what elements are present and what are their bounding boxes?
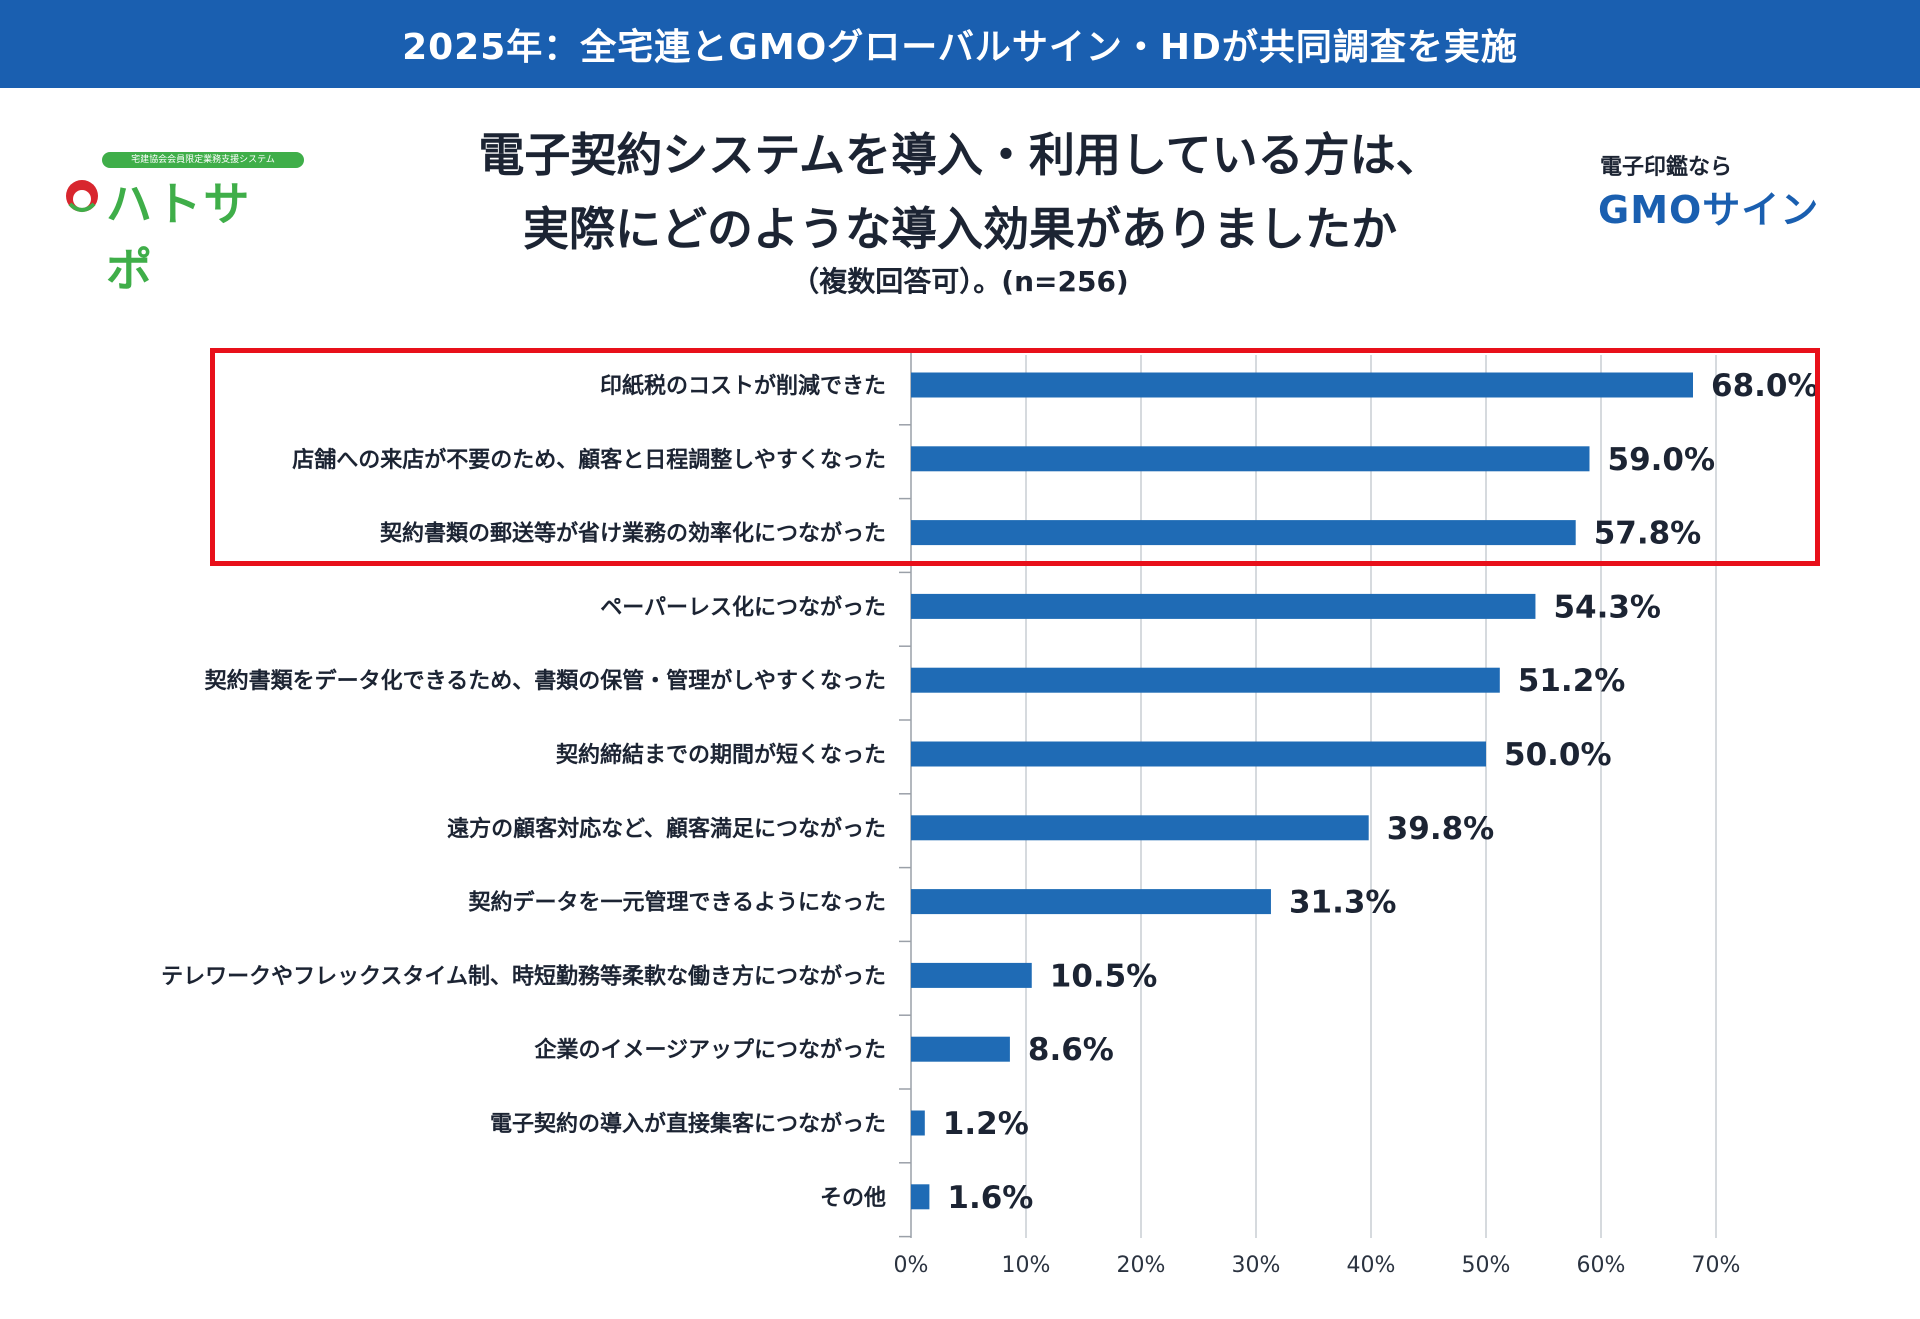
x-tick-label: 70% bbox=[1692, 1253, 1741, 1278]
bar bbox=[911, 372, 1693, 398]
gmo-sign-subtext: 電子印鑑なら bbox=[1600, 155, 1733, 180]
highlight-box bbox=[210, 348, 1820, 566]
category-label: 電子契約の導入が直接集客につながった bbox=[490, 1111, 886, 1137]
logo-tagline: 宅建協会会員限定業務支援システム bbox=[102, 152, 304, 168]
data-label: 57.8% bbox=[1594, 516, 1702, 552]
category-label: 契約データを一元管理できるようになった bbox=[467, 890, 886, 916]
data-label: 31.3% bbox=[1289, 885, 1397, 921]
hatosapo-mark-icon bbox=[66, 180, 98, 212]
gmo-sign-name: GMOサイン bbox=[1598, 188, 1820, 232]
category-label: ペーパーレス化につながった bbox=[600, 594, 886, 620]
data-label: 54.3% bbox=[1553, 589, 1661, 625]
x-tick-label: 0% bbox=[894, 1253, 929, 1278]
data-label: 1.2% bbox=[943, 1106, 1029, 1142]
bar bbox=[911, 667, 1500, 693]
data-label: 68.0% bbox=[1711, 368, 1819, 404]
bar bbox=[911, 1184, 930, 1210]
bar bbox=[911, 593, 1536, 619]
category-label: 遠方の顧客対応など、顧客満足につながった bbox=[447, 816, 886, 842]
category-label: 契約書類をデータ化できるため、書類の保管・管理がしやすくなった bbox=[204, 668, 886, 694]
data-label: 51.2% bbox=[1518, 663, 1626, 699]
data-label: 1.6% bbox=[947, 1180, 1033, 1216]
bar bbox=[911, 1110, 925, 1136]
data-label: 8.6% bbox=[1028, 1032, 1114, 1068]
data-label: 59.0% bbox=[1608, 442, 1716, 478]
category-label: 印紙税のコストが削減できた bbox=[600, 373, 886, 399]
bar bbox=[911, 889, 1271, 915]
header-banner: 2025年：全宅連とGMOグローバルサイン・HDが共同調査を実施 bbox=[0, 0, 1920, 88]
x-tick-label: 50% bbox=[1462, 1253, 1511, 1278]
data-label: 39.8% bbox=[1387, 811, 1495, 847]
category-label: 契約書類の郵送等が省け業務の効率化につながった bbox=[379, 521, 886, 547]
x-tick-label: 10% bbox=[1002, 1253, 1051, 1278]
bar bbox=[911, 446, 1590, 472]
bar bbox=[911, 962, 1032, 988]
bar bbox=[911, 1036, 1010, 1062]
hatosapo-logo: 宅建協会会員限定業務支援システム ハトサポ bbox=[60, 148, 304, 297]
x-tick-label: 30% bbox=[1232, 1253, 1281, 1278]
bar bbox=[911, 741, 1486, 767]
data-label: 50.0% bbox=[1504, 737, 1612, 773]
x-tick-label: 20% bbox=[1117, 1253, 1166, 1278]
category-label: 店舗への来店が不要のため、顧客と日程調整しやすくなった bbox=[292, 447, 886, 473]
bar bbox=[911, 520, 1576, 546]
chart-title: 電子契約システムを導入・利用している方は、 実際にどのような導入効果がありました… bbox=[0, 118, 1920, 266]
category-label: 契約締結までの期間が短くなった bbox=[555, 742, 886, 768]
x-tick-label: 40% bbox=[1347, 1253, 1396, 1278]
category-label: 企業のイメージアップにつながった bbox=[533, 1037, 886, 1063]
data-label: 10.5% bbox=[1050, 958, 1158, 994]
gmo-sign-logo: 電子印鑑なら GMOサイン bbox=[1598, 145, 1878, 232]
category-label: テレワークやフレックスタイム制、時短勤務等柔軟な働き方につながった bbox=[161, 963, 886, 989]
banner-text: 2025年：全宅連とGMOグローバルサイン・HDが共同調査を実施 bbox=[402, 27, 1518, 68]
x-tick-label: 60% bbox=[1577, 1253, 1626, 1278]
chart-subtitle: （複数回答可）。(n=256) bbox=[791, 265, 1129, 298]
title-line-2: 実際にどのような導入効果がありましたか bbox=[523, 202, 1397, 256]
category-label: その他 bbox=[820, 1186, 886, 1211]
bar bbox=[911, 815, 1369, 841]
title-line-1: 電子契約システムを導入・利用している方は、 bbox=[478, 128, 1442, 182]
logo-name: ハトサポ bbox=[106, 177, 252, 297]
